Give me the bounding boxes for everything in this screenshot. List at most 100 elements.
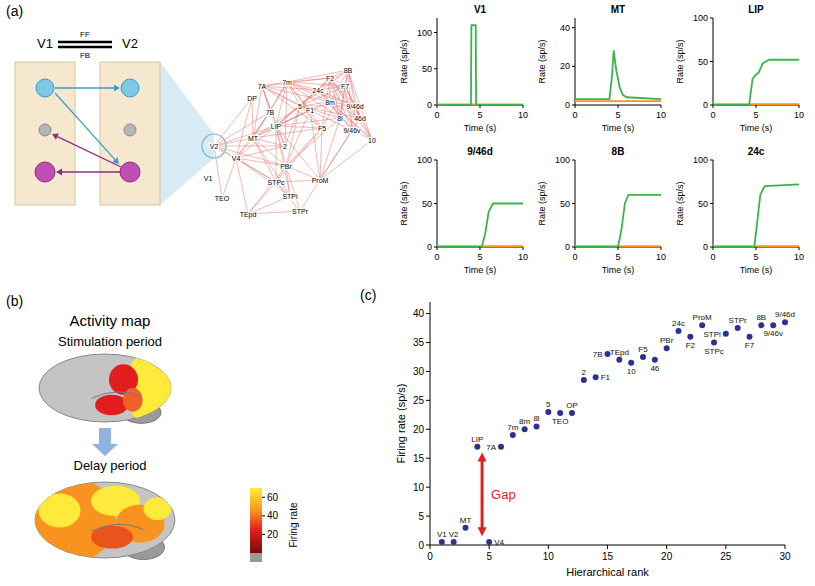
chart-title: MT [611, 4, 625, 15]
x-tick-label: 10 [656, 110, 666, 120]
point-label: 7m [507, 423, 518, 432]
x-axis-title: Time (s) [740, 123, 773, 133]
x-tick-label: 20 [661, 551, 673, 562]
network-node: 7B [266, 109, 275, 116]
y-tick-label: 40 [413, 308, 425, 319]
chart-title: 8B [612, 146, 625, 157]
brain [39, 351, 180, 426]
point-label: 8l [533, 414, 539, 423]
x-axis-title: Time (s) [464, 265, 497, 275]
network-edge [236, 158, 248, 214]
network-edge [286, 110, 310, 166]
y-tick-label: 100 [555, 155, 570, 165]
point-label: TEpd [610, 348, 629, 357]
network-edge [214, 98, 252, 146]
y-tick-label: 0 [703, 100, 708, 110]
y-tick [426, 429, 430, 430]
x-tick [666, 545, 667, 549]
gap-arrow-head [478, 527, 487, 536]
area-point [569, 410, 575, 416]
network-edge [248, 166, 286, 214]
line-chart: 24c0501000510Time (s)Rate (sp/s) [675, 146, 804, 275]
area-point [451, 539, 457, 545]
panel-letter: (b) [6, 293, 23, 309]
network-node: 2 [283, 143, 287, 150]
line-chart: MT020400510Time (s)Rate (sp/s) [537, 4, 666, 133]
area-point [534, 423, 540, 429]
trace [575, 51, 661, 99]
network-edge [285, 82, 287, 146]
network-edge [276, 126, 322, 128]
area-box [100, 62, 160, 205]
panel-letter: (c) [360, 287, 376, 303]
fb-arrow [52, 133, 121, 167]
network-edge [248, 182, 276, 214]
area-point [782, 319, 788, 325]
x-tick-label: 5 [615, 252, 620, 262]
x-tick-label: 5 [753, 252, 758, 262]
network-node: 8l [337, 115, 343, 122]
plot-marks [437, 25, 523, 105]
area-point [474, 444, 480, 450]
x-tick-label: 0 [427, 551, 433, 562]
colorbar-tick-label: 20 [267, 529, 279, 540]
y-axis-title: Firing rate (sp/s) [395, 383, 407, 463]
x-tick-label: 5 [753, 110, 758, 120]
y-tick [572, 203, 575, 204]
x-axis-title: Time (s) [464, 123, 497, 133]
network-node: STPr [292, 208, 309, 215]
trace [713, 184, 799, 247]
x-axis-title: Time (s) [602, 265, 635, 275]
point-label: 7B [593, 350, 603, 359]
x-tick [713, 105, 714, 108]
y-axis-title: Rate (sp/s) [399, 39, 409, 83]
point-label: 5 [546, 400, 551, 409]
area-point [545, 409, 551, 415]
area-point [463, 525, 469, 531]
network: V1V2V4TEOTEpdMTDP7A7m7BLIP52PBrSTPcSTPiS… [202, 67, 376, 219]
excitatory-cell [121, 79, 139, 97]
network-node: V2 [210, 143, 219, 150]
y-tick-label: 100 [693, 13, 708, 23]
line-chart: 9/46d0501000510Time (s)Rate (sp/s) [399, 146, 528, 275]
activity-patch [123, 388, 143, 412]
network-node: 24c [312, 87, 324, 94]
inhibitory-cell [124, 124, 136, 136]
y-tick [426, 342, 430, 343]
network-node: LIP [271, 123, 282, 130]
point-label: 10 [627, 367, 636, 376]
area-point [687, 334, 693, 340]
x-tick-label: 0 [434, 252, 439, 262]
point-label: STPr [729, 316, 748, 325]
network-edge [276, 126, 277, 182]
network-edge [286, 166, 300, 211]
area-point [735, 325, 741, 331]
y-tick [426, 545, 430, 546]
trace [575, 195, 661, 247]
y-tick [572, 66, 575, 67]
brain [32, 478, 176, 562]
network-edge [214, 146, 286, 166]
network-node: 7A [258, 83, 267, 90]
x-tick [523, 247, 524, 250]
y-tick [426, 458, 430, 459]
y-tick-label: 50 [422, 199, 432, 209]
y-tick-label: 0 [565, 242, 570, 252]
network-node: 8B [344, 67, 353, 74]
point-label: 9/46d [775, 310, 795, 319]
arrow-line [62, 171, 120, 173]
point-label: 2 [582, 368, 587, 377]
area-point [510, 432, 516, 438]
x-tick [618, 247, 619, 250]
line-chart: V10501000510Time (s)Rate (sp/s) [399, 4, 528, 133]
network-node: 5 [298, 103, 302, 110]
point-label: 8B [756, 313, 766, 322]
network-edge [320, 140, 372, 180]
y-tick-label: 0 [427, 242, 432, 252]
point-label: STPc [704, 347, 724, 356]
y-tick-label: 50 [698, 57, 708, 67]
x-tick [756, 105, 757, 108]
x-tick [437, 105, 438, 108]
network-node: TEpd [240, 211, 257, 219]
x-tick-label: 5 [615, 110, 620, 120]
